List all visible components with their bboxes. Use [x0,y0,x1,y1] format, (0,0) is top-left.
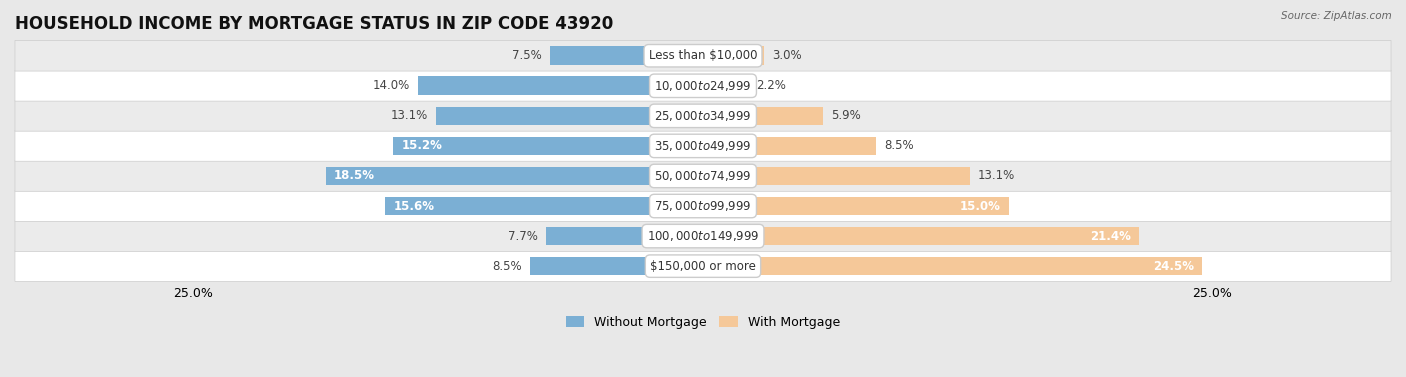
Bar [385,197,703,215]
FancyBboxPatch shape [15,161,1391,191]
Text: 21.4%: 21.4% [1090,230,1130,242]
Bar [530,257,703,276]
Bar [546,227,703,245]
Text: 15.0%: 15.0% [960,199,1001,213]
Text: $150,000 or more: $150,000 or more [650,260,756,273]
Text: 8.5%: 8.5% [884,139,914,152]
Bar [703,257,1202,276]
Bar [436,107,703,125]
Text: 13.1%: 13.1% [391,109,427,123]
Text: 7.7%: 7.7% [508,230,538,242]
Text: Less than $10,000: Less than $10,000 [648,49,758,62]
FancyBboxPatch shape [15,191,1391,221]
Text: 15.6%: 15.6% [394,199,434,213]
Text: $10,000 to $24,999: $10,000 to $24,999 [654,79,752,93]
Text: 18.5%: 18.5% [335,170,375,182]
Text: $75,000 to $99,999: $75,000 to $99,999 [654,199,752,213]
Bar [550,46,703,65]
Bar [703,197,1008,215]
FancyBboxPatch shape [15,40,1391,71]
FancyBboxPatch shape [15,130,1391,161]
FancyBboxPatch shape [15,101,1391,131]
Bar [703,136,876,155]
Bar [418,77,703,95]
Text: $25,000 to $34,999: $25,000 to $34,999 [654,109,752,123]
Bar [703,77,748,95]
Text: 15.2%: 15.2% [401,139,443,152]
FancyBboxPatch shape [15,221,1391,251]
Text: $100,000 to $149,999: $100,000 to $149,999 [647,229,759,243]
Bar [703,167,970,185]
Legend: Without Mortgage, With Mortgage: Without Mortgage, With Mortgage [565,316,841,329]
Text: 5.9%: 5.9% [831,109,860,123]
Text: 3.0%: 3.0% [772,49,801,62]
FancyBboxPatch shape [15,251,1391,282]
FancyBboxPatch shape [15,70,1391,101]
Text: 2.2%: 2.2% [756,79,786,92]
Text: Source: ZipAtlas.com: Source: ZipAtlas.com [1281,11,1392,21]
Text: 8.5%: 8.5% [492,260,522,273]
Bar [394,136,703,155]
Bar [326,167,703,185]
Text: 14.0%: 14.0% [373,79,409,92]
Text: 7.5%: 7.5% [512,49,541,62]
Text: $50,000 to $74,999: $50,000 to $74,999 [654,169,752,183]
Bar [703,46,763,65]
Text: HOUSEHOLD INCOME BY MORTGAGE STATUS IN ZIP CODE 43920: HOUSEHOLD INCOME BY MORTGAGE STATUS IN Z… [15,15,613,33]
Text: 13.1%: 13.1% [979,170,1015,182]
Text: 24.5%: 24.5% [1153,260,1194,273]
Bar [703,107,824,125]
Bar [703,227,1139,245]
Text: $35,000 to $49,999: $35,000 to $49,999 [654,139,752,153]
